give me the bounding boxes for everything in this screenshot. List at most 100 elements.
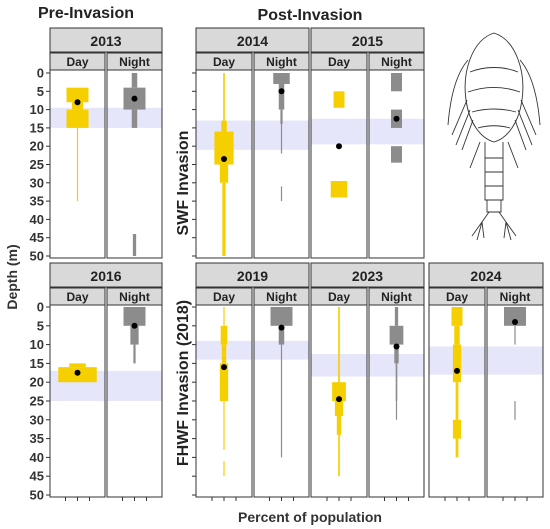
night-bar	[394, 344, 399, 364]
day-mean-point	[336, 396, 342, 403]
night-label: Night	[500, 290, 531, 304]
day-bar	[66, 109, 89, 128]
night-label: Night	[119, 55, 150, 69]
day-bar	[336, 416, 342, 435]
year-strip	[49, 262, 163, 288]
copepod-illustration	[447, 32, 541, 241]
night-mean-point	[278, 88, 285, 95]
year-strip	[310, 262, 425, 288]
night-label: Night	[381, 290, 412, 304]
day-bar	[454, 325, 460, 345]
day-label: Day	[213, 290, 235, 304]
day-bar	[455, 382, 459, 420]
y-tick-label: 25	[30, 157, 44, 172]
night-thermocline-band	[107, 370, 162, 401]
night-mean-point	[512, 319, 518, 326]
night-mean-point	[393, 115, 400, 122]
y-axis-title: Depth (m)	[4, 244, 20, 309]
night-mean-point	[393, 343, 400, 350]
year-label: 2016	[90, 268, 121, 284]
day-bar	[223, 73, 225, 121]
day-mean-point	[454, 367, 460, 374]
y-axis-row-2-mid	[192, 306, 196, 496]
night-label: Night	[266, 290, 297, 304]
year-strip	[49, 27, 163, 53]
day-mean-point	[221, 156, 227, 163]
day-label: Day	[328, 290, 350, 304]
day-bar	[333, 91, 345, 108]
y-axis-row-1: 0 5 10 15 20 25 30 35 40 45 50	[30, 66, 50, 264]
day-bar	[219, 164, 229, 183]
post-invasion-header: Post-Invasion	[258, 7, 363, 24]
y-axis-row-2: 0 5 10 15 20 25 30 35 40 45 50	[30, 300, 50, 503]
day-label: Day	[66, 290, 88, 304]
y-tick-label: 0	[37, 66, 44, 81]
night-bar	[280, 186, 283, 202]
y-tick-label: 0	[37, 300, 44, 315]
y-tick-label: 50	[30, 249, 44, 264]
y-tick-label: 35	[30, 431, 44, 446]
day-label: Day	[328, 55, 350, 69]
day-bar	[221, 344, 227, 364]
y-tick-label: 25	[30, 394, 44, 409]
day-bar	[66, 87, 89, 103]
y-tick-label: 15	[30, 356, 44, 371]
night-bar	[273, 73, 290, 84]
y-tick-label: 20	[30, 139, 44, 154]
year-strip	[310, 27, 425, 53]
night-bar	[278, 83, 285, 110]
pre-invasion-header: Pre-Invasion	[38, 5, 134, 22]
day-mean-point	[74, 99, 81, 106]
year-strip	[195, 262, 310, 288]
day-mean-point	[336, 143, 342, 150]
night-bar	[391, 73, 402, 92]
year-label: 2024	[470, 268, 501, 284]
night-bar	[123, 307, 146, 326]
day-bar	[452, 344, 462, 383]
day-bar	[222, 182, 226, 256]
y-tick-label: 30	[30, 175, 44, 190]
night-label: Night	[266, 55, 297, 69]
day-bar	[451, 307, 463, 326]
night-panel-frame	[253, 69, 310, 259]
night-thermocline-band	[487, 346, 543, 375]
night-bar	[395, 363, 398, 383]
night-bar	[133, 344, 136, 364]
day-thermocline-band	[311, 118, 367, 145]
figure-headers: Pre-Invasion Post-Invasion Depth (m) Percen…	[4, 5, 382, 525]
day-bar	[338, 434, 340, 477]
row-label-swf: SWF Invasion	[175, 131, 192, 236]
year-strip	[195, 27, 310, 53]
night-bar	[394, 307, 399, 326]
year-label: 2015	[352, 33, 383, 49]
day-bar	[455, 438, 459, 458]
night-label: Night	[381, 55, 412, 69]
y-tick-label: 5	[37, 84, 44, 99]
day-bar	[334, 401, 344, 417]
y-tick-label: 35	[30, 194, 44, 209]
night-bar	[280, 124, 283, 154]
night-mean-point	[131, 322, 138, 329]
day-bar	[332, 382, 346, 401]
night-panel-frame	[368, 69, 425, 259]
day-bar	[338, 307, 340, 383]
y-tick-label: 40	[30, 450, 44, 465]
night-bar	[280, 109, 283, 125]
y-tick-label: 20	[30, 375, 44, 390]
day-bar	[72, 102, 83, 110]
day-bar	[330, 180, 348, 198]
day-bar	[69, 363, 86, 368]
night-bar	[395, 382, 398, 401]
night-bar	[131, 109, 138, 128]
night-label: Night	[119, 290, 150, 304]
night-mean-point	[278, 324, 285, 331]
day-panel-frame	[310, 69, 368, 259]
y-axis-row-1-mid	[192, 72, 196, 257]
